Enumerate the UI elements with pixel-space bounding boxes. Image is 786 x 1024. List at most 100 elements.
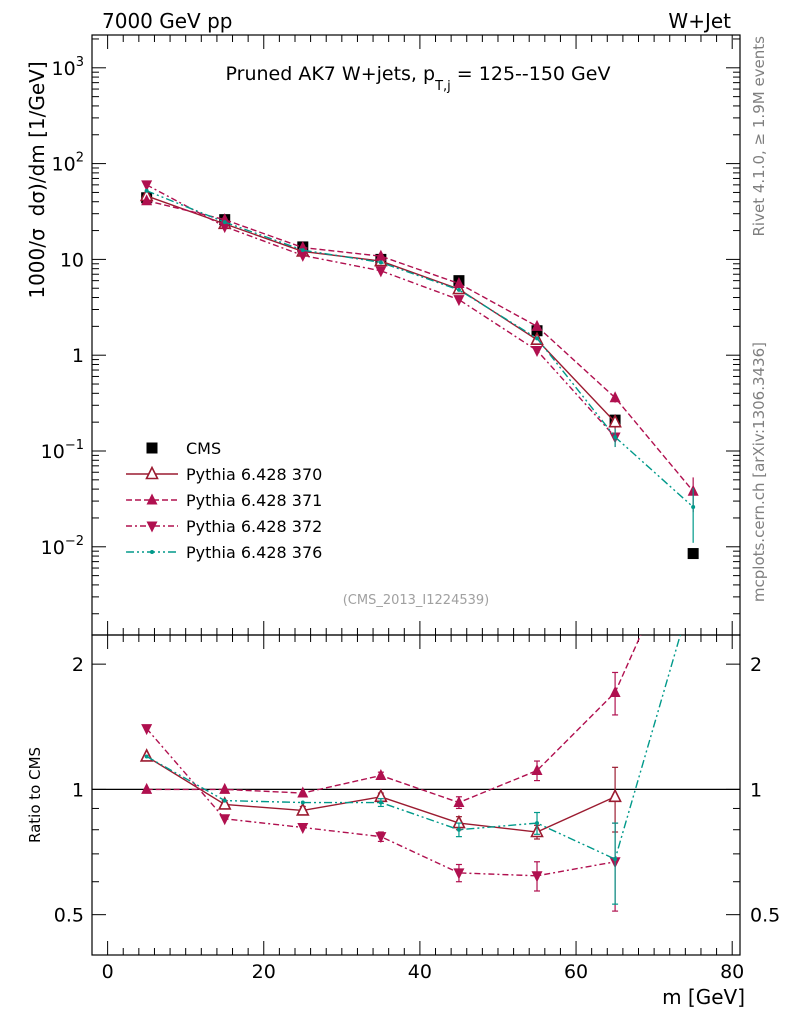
plot-title-main: Pruned AK7 W+jets, p bbox=[226, 63, 436, 85]
main-data-point bbox=[375, 249, 387, 261]
ratio-data-point bbox=[453, 868, 465, 880]
main-data-point bbox=[219, 213, 231, 225]
main-data-point bbox=[144, 188, 149, 193]
ratio-data-point bbox=[531, 764, 543, 776]
plot-title-sub: T,j bbox=[434, 79, 451, 94]
ratio-y-tick-label: 2 bbox=[72, 654, 84, 676]
main-y-label-b: dσ)/dm [1/GeV] bbox=[25, 61, 49, 216]
ratio-data-point bbox=[144, 754, 149, 759]
mcplots-label: mcplots.cern.ch [arXiv:1306.3436] bbox=[750, 342, 768, 602]
ratio-data-point bbox=[375, 832, 387, 844]
ratio-data-point bbox=[613, 857, 618, 862]
main-data-point bbox=[691, 505, 696, 510]
x-axis-label: m [GeV] bbox=[662, 985, 745, 1009]
legend-marker bbox=[145, 465, 159, 480]
main-series-line bbox=[146, 184, 616, 438]
ratio-series bbox=[139, 635, 682, 912]
ratio-y-axis-label: Ratio to CMS bbox=[26, 747, 44, 843]
main-data-point bbox=[456, 287, 461, 292]
ratio-data-point bbox=[300, 800, 305, 805]
main-y-tick-label: 10−1 bbox=[41, 438, 84, 463]
ratio-data-point bbox=[531, 871, 543, 883]
plot-title-tail: = 125--150 GeV bbox=[451, 63, 611, 85]
main-data-point bbox=[613, 434, 618, 439]
legend-marker bbox=[146, 493, 158, 505]
main-y-tick-label: 102 bbox=[52, 151, 84, 176]
ratio-panel: Ratio to CMS m [GeV] 2 2 1 1 0.5 0.5 0 20 40 60 80 bbox=[26, 634, 780, 1009]
plot-title: Pruned AK7 W+jets, pT,j = 125--150 GeV bbox=[226, 63, 611, 94]
main-data-point bbox=[222, 220, 227, 225]
legend-marker bbox=[146, 521, 158, 533]
ratio-data-point bbox=[456, 827, 461, 832]
ratio-data-point bbox=[217, 796, 232, 810]
main-data-point bbox=[300, 248, 305, 253]
main-data-point bbox=[535, 336, 540, 341]
main-data-point bbox=[531, 319, 543, 331]
main-y-tick-label: 103 bbox=[52, 55, 84, 80]
legend: CMS Pythia 6.428 370 Pythia 6.428 371 Pythi… bbox=[126, 439, 322, 562]
ratio-frame bbox=[91, 634, 741, 956]
main-series bbox=[139, 180, 699, 560]
main-data-point bbox=[378, 260, 383, 265]
ratio-y-tick-label-right: 2 bbox=[750, 654, 762, 676]
ratio-data-point bbox=[378, 800, 383, 805]
ratio-data-point bbox=[219, 782, 231, 794]
ratio-data-point bbox=[296, 802, 310, 816]
legend-label: Pythia 6.428 372 bbox=[186, 517, 322, 536]
x-tick-label: 80 bbox=[720, 961, 744, 983]
analysis-id: (CMS_2013_I1224539) bbox=[343, 593, 490, 608]
main-data-point bbox=[453, 295, 465, 307]
rivet-label: Rivet 4.1.0, ≥ 1.9M events bbox=[750, 36, 768, 237]
main-data-point bbox=[531, 345, 543, 357]
ratio-data-point bbox=[141, 782, 153, 794]
legend-marker bbox=[150, 550, 154, 554]
ratio-data-point bbox=[609, 685, 621, 697]
main-data-point bbox=[687, 548, 699, 560]
main-series-line bbox=[146, 200, 694, 492]
ratio-series-line bbox=[146, 635, 682, 861]
ratio-data-point bbox=[608, 788, 622, 803]
ratio-data-point bbox=[222, 798, 227, 803]
ratio-data-point bbox=[535, 821, 540, 826]
main-panel: Pruned AK7 W+jets, pT,j = 125--150 GeV (… bbox=[25, 34, 741, 636]
main-data-point bbox=[453, 277, 465, 289]
main-y-axis-label: 1000/σ dσ)/dm [1/GeV] bbox=[25, 61, 49, 298]
main-y-tick-label: 1 bbox=[72, 345, 84, 367]
main-y-tick-label: 10−2 bbox=[41, 534, 84, 559]
legend-label: Pythia 6.428 370 bbox=[186, 465, 322, 484]
ratio-y-tick-label-right: 1 bbox=[750, 779, 762, 801]
legend-label: Pythia 6.428 371 bbox=[186, 491, 322, 510]
legend-marker bbox=[146, 442, 158, 454]
legend-label: CMS bbox=[186, 439, 221, 458]
main-data-point bbox=[219, 222, 231, 234]
main-data-point bbox=[141, 180, 153, 192]
ratio-data-point bbox=[297, 822, 309, 834]
ratio-data-point bbox=[375, 769, 387, 781]
ratio-y-tick-label-right: 0.5 bbox=[750, 905, 780, 927]
process-label: W+Jet bbox=[668, 9, 731, 33]
ratio-series-line bbox=[146, 635, 642, 804]
main-series-line bbox=[146, 190, 694, 508]
main-data-point bbox=[297, 250, 309, 262]
ratio-data-point bbox=[297, 786, 309, 798]
main-data-point bbox=[608, 413, 622, 428]
x-tick-label: 0 bbox=[102, 961, 114, 983]
main-data-point bbox=[141, 194, 153, 206]
energy-label: 7000 GeV pp bbox=[102, 9, 233, 33]
ratio-data-point bbox=[219, 814, 231, 826]
x-tick-label: 40 bbox=[408, 961, 432, 983]
ratio-data-point bbox=[141, 724, 153, 736]
ratio-y-tick-label: 1 bbox=[72, 779, 84, 801]
ratio-y-tick-label: 0.5 bbox=[54, 905, 84, 927]
x-tick-label: 20 bbox=[252, 961, 276, 983]
main-y-tick-label: 10 bbox=[60, 249, 84, 271]
main-y-label-a: 1000/σ bbox=[25, 228, 49, 299]
main-data-point bbox=[375, 266, 387, 278]
legend-label: Pythia 6.428 376 bbox=[186, 543, 322, 562]
main-data-point bbox=[609, 391, 621, 403]
main-series-line bbox=[146, 195, 616, 423]
x-tick-label: 60 bbox=[564, 961, 588, 983]
ratio-data-point bbox=[453, 796, 465, 808]
